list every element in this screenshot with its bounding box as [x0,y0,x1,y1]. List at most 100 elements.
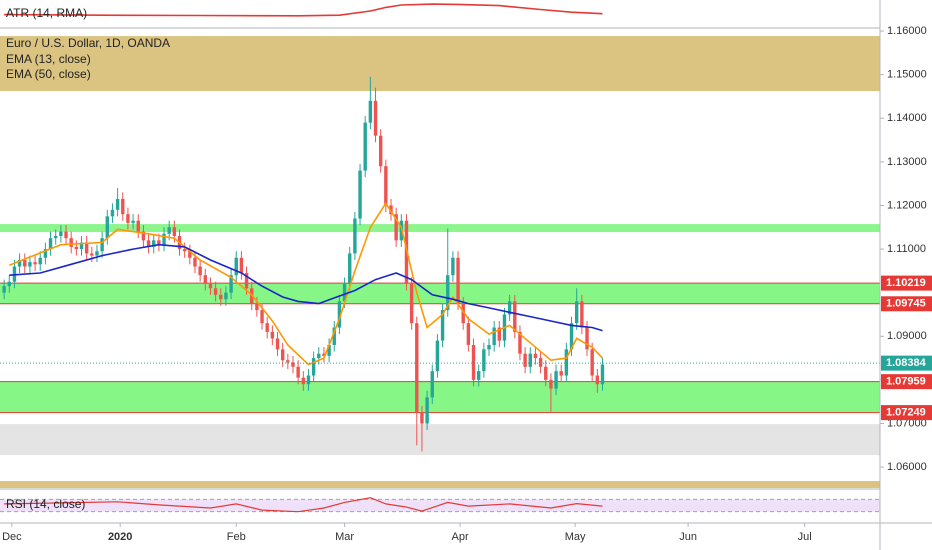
candle-body [538,358,543,367]
zones [0,36,880,513]
candle-body [585,327,589,350]
candle-body [306,375,311,385]
ema-legend: EMA (13, close) [6,52,91,66]
candle-body [152,240,156,247]
candle-body [69,238,73,247]
candle-body [136,220,140,232]
price-label: 1.08384 [886,357,927,369]
zone [0,381,880,413]
candle-body [265,323,269,332]
candle-body [337,301,342,328]
x-tick-label: 2020 [108,531,132,543]
ema-legend: EMA (50, close) [6,67,91,81]
y-tick-label: 1.13000 [887,156,927,168]
candle-body [564,349,569,376]
zone [0,36,880,92]
candle-body [353,218,357,254]
candle-body [466,323,471,345]
price-label: 1.09745 [886,298,926,310]
candle-body [435,340,440,372]
x-tick-label: Apr [452,531,469,543]
candle-body [17,259,22,267]
candle-body [600,364,605,385]
candle-body [440,310,445,341]
marks [0,3,880,513]
candle-body [420,412,424,424]
candle-body [229,275,233,293]
candle-body [28,262,32,267]
price-label-box [881,355,932,371]
candle-body [507,301,512,315]
candle-body [554,371,558,389]
candle-body [471,344,476,380]
price-label-box [881,405,932,421]
candle-body [146,240,151,247]
candle-body [394,214,398,241]
candle-body [528,353,532,367]
price-label-box [881,275,932,291]
y-tick-label: 1.09000 [887,330,927,342]
x-tick-label: Dec [2,531,22,543]
candle-body [409,283,414,324]
candle-body [373,100,378,136]
atr-line [4,3,603,17]
candle-body [286,360,290,363]
candle-body [219,294,223,300]
candle-body [255,303,259,311]
price-label-box [881,374,932,390]
price-label: 1.10219 [886,277,926,289]
price-label: 1.07959 [886,376,926,388]
price-label: 1.07249 [886,407,926,419]
candle-body [456,257,460,304]
candle-body [198,266,202,276]
candle-body [244,273,249,289]
candle-body [234,257,238,276]
candle-body [260,310,264,324]
y-tick-label: 1.06000 [887,461,927,473]
candle-body [574,301,579,324]
candle-body [90,253,94,256]
candle-body [167,227,171,234]
candle-body [64,231,68,239]
zone [0,283,880,304]
candle-body [569,323,574,350]
candle-body [74,246,79,250]
candle-body [38,257,42,265]
candle-body [280,349,285,361]
candle-body [384,166,388,206]
candle-body [549,379,553,389]
candle-body [301,377,306,385]
candle-body [110,209,115,217]
candle-body [23,259,27,267]
ema-line [9,243,603,332]
candle-body [311,358,316,376]
candle-body [182,249,187,252]
candle-body [332,327,336,345]
candle-body [188,251,192,258]
candle-body [33,262,37,265]
candle-body [415,323,419,413]
zone [0,424,880,456]
candle-body [296,366,300,378]
candle-body [84,242,89,254]
candle-body [389,205,393,215]
candle-body [105,216,109,239]
candle-body [358,170,362,219]
candle-body [43,249,48,258]
candle-body [131,220,135,223]
candle-body [115,198,120,210]
rsi-line [4,497,603,513]
candle-body [342,283,347,302]
candle-body [461,303,465,324]
zone [0,481,880,488]
candle-body [595,375,600,385]
candle-body [348,253,352,284]
rsi-legend: RSI (14, close) [6,497,85,511]
candle-body [7,281,11,287]
candle-body [590,349,594,376]
candle-body [317,353,321,359]
x-tick-label: Mar [335,531,354,543]
candle-body [54,235,58,239]
